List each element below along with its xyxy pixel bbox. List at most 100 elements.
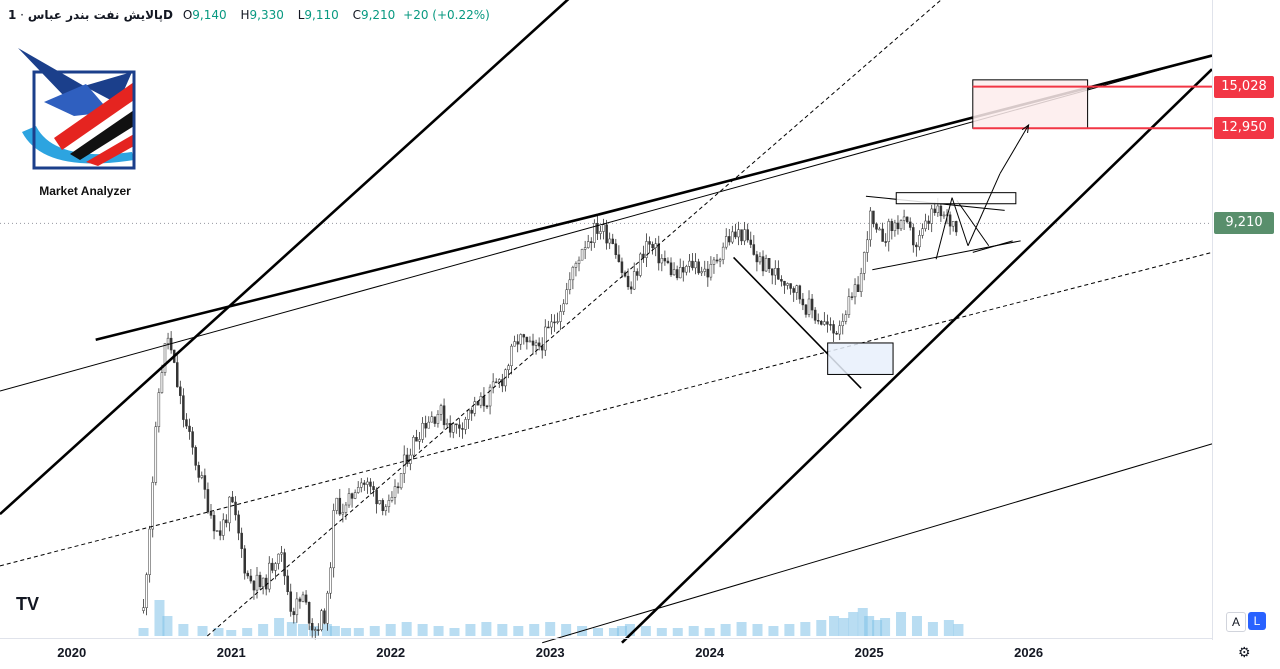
candle-body [602, 224, 605, 232]
time-axis[interactable] [0, 638, 1212, 669]
candle-body [829, 324, 832, 326]
candle-body [430, 416, 434, 423]
candle-body [510, 345, 513, 367]
interval-label[interactable]: 1D [8, 8, 173, 22]
projection-arrow [935, 197, 953, 260]
trend-line [621, 68, 1213, 644]
candle-body [206, 489, 210, 513]
candle-body [212, 515, 216, 532]
volume-bar [880, 618, 891, 636]
volume-bar [321, 624, 332, 636]
high-value: 9,330 [249, 8, 284, 22]
candle-body [467, 409, 470, 420]
candle-body [853, 284, 857, 298]
candle-body [283, 552, 286, 577]
volume-bar [736, 622, 747, 636]
x-tick-label: 2024 [695, 645, 725, 660]
candle-body [310, 623, 314, 631]
candle-body [243, 548, 246, 574]
candle-body [163, 343, 167, 373]
candle-body [338, 497, 342, 515]
volume-bar [593, 628, 604, 636]
candle-body [795, 285, 799, 293]
candle-body [694, 261, 697, 269]
candle-body [479, 396, 483, 406]
candle-body [268, 562, 271, 590]
candle-body [341, 512, 345, 515]
candle-body [657, 243, 660, 264]
volume-bar [298, 624, 308, 636]
candle-body [761, 256, 765, 272]
price-axis[interactable] [1212, 0, 1280, 640]
volume-bar [656, 628, 667, 636]
x-tick-label: 2021 [217, 645, 246, 660]
volume-bar [481, 622, 492, 636]
candle-body [611, 238, 614, 245]
candle-body [550, 321, 553, 328]
candle-body [590, 241, 593, 243]
candle-body [639, 253, 642, 276]
candle-body [191, 431, 194, 448]
candle-body [335, 497, 338, 511]
candle-body [544, 326, 547, 351]
candle-body [507, 365, 510, 371]
high-label: H [240, 8, 250, 22]
volume-bar [800, 622, 811, 636]
auto-scale-button[interactable]: A [1226, 612, 1246, 632]
candle-body [390, 497, 394, 501]
candle-body [636, 271, 639, 276]
volume-bar [864, 616, 875, 636]
candle-body [525, 336, 529, 343]
candle-body [565, 289, 568, 305]
candle-body [626, 275, 630, 288]
candle-body [642, 253, 645, 258]
candle-body [516, 341, 519, 345]
candle-body [596, 222, 599, 234]
candle-body [801, 298, 805, 306]
candle-body [350, 493, 354, 499]
x-tick-label: 2022 [376, 645, 405, 660]
candle-body [160, 372, 164, 393]
candle-body [387, 500, 391, 508]
trend-line [95, 213, 599, 341]
candle-body [568, 279, 572, 290]
volume-bar [401, 622, 412, 636]
trend-drawings [0, 0, 1213, 644]
candle-body [534, 342, 538, 346]
volume-bar [178, 624, 189, 636]
candle-body [246, 572, 250, 577]
candle-body [258, 574, 262, 588]
candle-body [770, 268, 774, 276]
candlestick-series [142, 197, 958, 640]
candle-body [498, 379, 501, 383]
projection-arrow [951, 197, 969, 246]
close-label: C [352, 8, 361, 22]
gear-icon[interactable]: ⚙ [1238, 644, 1251, 660]
volume-bar [927, 622, 938, 636]
candle-body [767, 258, 771, 270]
candle-body [728, 236, 731, 243]
candle-body [734, 231, 737, 238]
support-box [827, 342, 894, 375]
log-scale-button[interactable]: L [1248, 612, 1266, 630]
change-value: +20 (+0.22%) [403, 8, 490, 22]
candle-body [954, 221, 958, 233]
candle-body [786, 283, 789, 286]
candle-body [332, 510, 335, 569]
candle-body [908, 221, 912, 228]
candle-body [452, 423, 455, 433]
candle-body [494, 381, 498, 384]
volume-bar [720, 624, 731, 636]
trend-line [0, 0, 570, 516]
candle-body [743, 229, 746, 242]
candle-body [688, 260, 691, 267]
candle-body [314, 629, 317, 631]
tradingview-logo[interactable]: TV [16, 594, 40, 614]
candle-body [746, 229, 749, 241]
candle-body [562, 303, 565, 312]
volume-bar [752, 624, 763, 636]
candle-body [473, 401, 476, 414]
candle-body [666, 260, 670, 264]
candle-body [231, 496, 234, 503]
